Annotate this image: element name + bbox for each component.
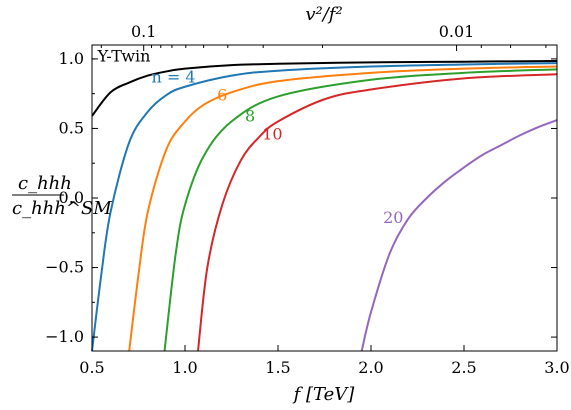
y-axis-label: c_hhh c_hhh^SM	[12, 173, 112, 219]
y-axis-label-denominator: c_hhh^SM	[12, 198, 112, 219]
plot-frame	[91, 44, 558, 352]
y-axis-label-numerator: c_hhh	[18, 173, 72, 194]
x-tick-label: 2.5	[451, 358, 476, 377]
series-line-5	[360, 119, 558, 352]
x-tick-label: 1.5	[265, 358, 290, 377]
series-label-4: 10	[262, 125, 282, 144]
y-tick-label: −0.5	[45, 258, 84, 277]
x-axis-label: f [TeV]	[292, 384, 356, 405]
series-line-4	[197, 73, 558, 352]
series-label-3: 8	[245, 107, 255, 126]
x-tick-label: 3.0	[544, 358, 569, 377]
top-tick-label: 0.1	[131, 22, 156, 41]
top-axis-label: v²/f²	[305, 4, 342, 25]
series-label-2: 6	[217, 86, 227, 105]
series-label-0: Y-Twin	[97, 47, 151, 66]
ticks-layer: 0.5 1.0 1.5 2.0 2.5 3.0 −1.0 −0.5 0.0 0.5 1.0 0.1 0.…	[45, 22, 570, 377]
series-label-5: 20	[383, 208, 403, 227]
x-tick-label: 0.5	[79, 358, 104, 377]
series-line-2	[128, 65, 558, 352]
series-line-1	[91, 62, 558, 352]
top-tick-label: 0.01	[439, 22, 475, 41]
series-label-1: n = 4	[152, 68, 196, 87]
x-tick-label: 1.0	[172, 358, 197, 377]
y-tick-label: −1.0	[45, 327, 84, 346]
x-tick-label: 2.0	[358, 358, 383, 377]
y-tick-label: 0.5	[59, 118, 84, 137]
series-line-0	[91, 60, 558, 117]
y-tick-label: 1.0	[59, 49, 84, 68]
y-tick-label: 0.0	[59, 188, 84, 207]
curves-layer	[91, 60, 558, 352]
series-line-3	[163, 68, 558, 352]
